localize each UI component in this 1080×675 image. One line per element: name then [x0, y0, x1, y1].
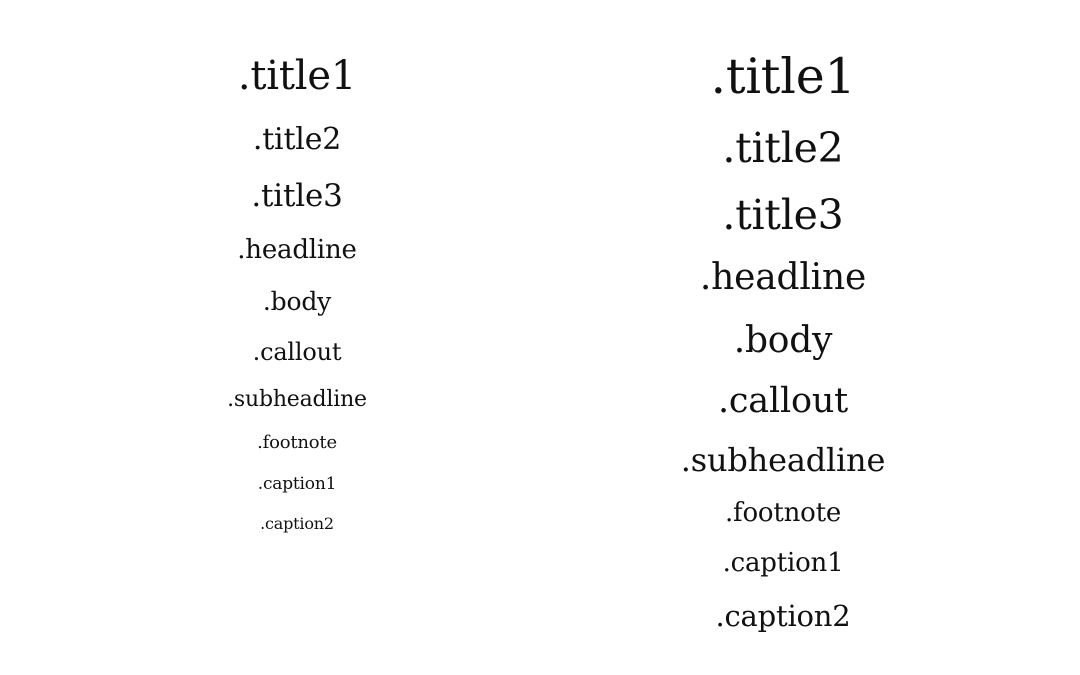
label-title1: .title1 — [237, 53, 357, 99]
label-headline: .headline — [699, 257, 867, 298]
type-scale-column-large: .title1 .title2 .title3 .headline .body … — [603, 0, 963, 675]
label-title2: .title2 — [252, 122, 342, 157]
label-footnote: .footnote — [724, 498, 842, 528]
label-title1: .title1 — [710, 48, 856, 105]
label-title2: .title2 — [722, 124, 844, 172]
type-scale-column-default: .title1 .title2 .title3 .headline .body … — [117, 0, 477, 675]
label-caption2: .caption2 — [260, 514, 334, 533]
label-title3: .title3 — [722, 191, 844, 239]
label-caption2: .caption2 — [715, 599, 851, 633]
label-subheadline: .subheadline — [227, 387, 367, 412]
label-callout: .callout — [252, 338, 342, 366]
label-title3: .title3 — [251, 178, 343, 214]
label-caption1: .caption1 — [257, 474, 337, 494]
label-body: .body — [733, 320, 833, 361]
label-footnote: .footnote — [257, 432, 337, 453]
label-subheadline: .subheadline — [680, 441, 886, 479]
label-headline: .headline — [237, 235, 357, 265]
label-callout: .callout — [717, 381, 849, 421]
label-body: .body — [262, 287, 332, 316]
label-caption1: .caption1 — [722, 548, 844, 578]
